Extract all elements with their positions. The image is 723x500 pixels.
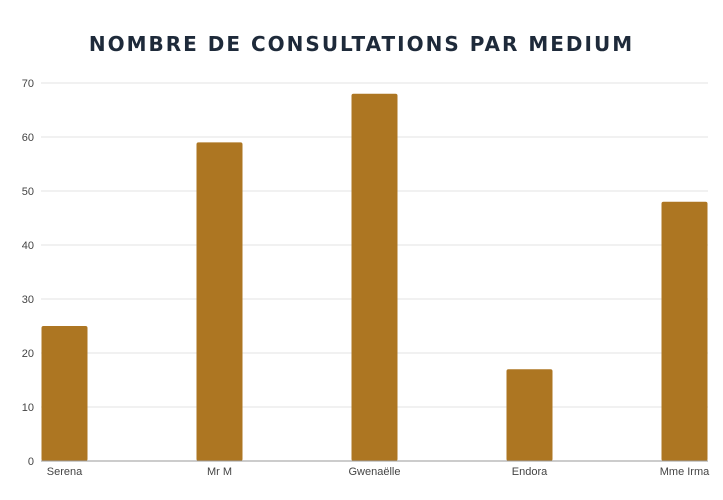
bar-gwena-lle bbox=[351, 93, 398, 462]
x-category-label: Serena bbox=[47, 466, 83, 478]
y-tick-label: 50 bbox=[22, 186, 34, 198]
y-tick-label: 60 bbox=[22, 132, 34, 144]
y-axis-tick-labels: 0 10 20 30 40 50 60 70 bbox=[22, 78, 34, 468]
bar-mr-m bbox=[196, 142, 243, 461]
x-category-label: Gwenaëlle bbox=[349, 466, 401, 478]
y-tick-label: 20 bbox=[22, 348, 34, 360]
bar-endora bbox=[506, 369, 553, 461]
y-tick-label: 10 bbox=[22, 402, 34, 414]
x-category-label: Mr M bbox=[207, 466, 232, 478]
bars bbox=[41, 93, 708, 462]
y-tick-label: 40 bbox=[22, 240, 34, 252]
y-tick-label: 0 bbox=[28, 456, 34, 468]
x-category-label: Mme Irma bbox=[660, 466, 710, 478]
bar-mme-irma bbox=[661, 201, 708, 462]
x-category-label: Endora bbox=[512, 466, 548, 478]
x-axis-category-labels: Serena Mr M Gwenaëlle Endora Mme Irma bbox=[47, 466, 710, 478]
y-tick-label: 30 bbox=[22, 294, 34, 306]
chart-title: NOMBRE DE CONSULTATIONS PAR MEDIUM bbox=[88, 32, 635, 56]
y-tick-label: 70 bbox=[22, 78, 34, 90]
bar-serena bbox=[41, 326, 88, 461]
